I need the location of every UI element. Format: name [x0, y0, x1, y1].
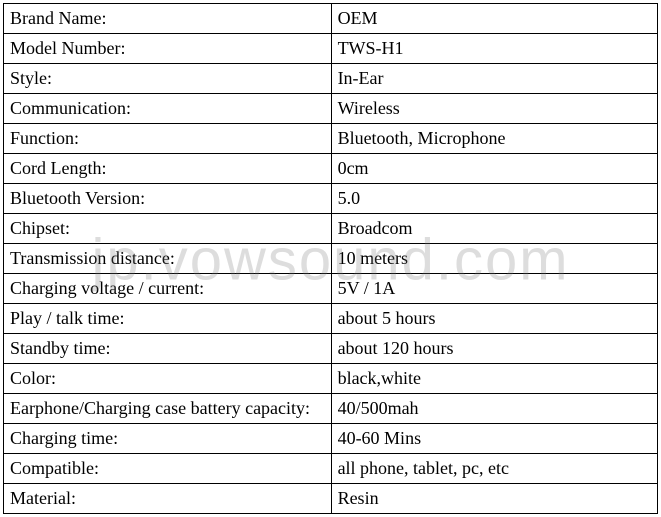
spec-value: about 120 hours [331, 334, 657, 364]
spec-value: about 5 hours [331, 304, 657, 334]
spec-label: Communication: [4, 94, 332, 124]
spec-value: 0cm [331, 154, 657, 184]
spec-label: Bluetooth Version: [4, 184, 332, 214]
spec-value: all phone, tablet, pc, etc [331, 454, 657, 484]
table-row: Charging voltage / current:5V / 1A [4, 274, 658, 304]
spec-label: Color: [4, 364, 332, 394]
spec-value: black,white [331, 364, 657, 394]
table-row: Chipset:Broadcom [4, 214, 658, 244]
table-row: Color:black,white [4, 364, 658, 394]
spec-label: Charging time: [4, 424, 332, 454]
table-row: Function:Bluetooth, Microphone [4, 124, 658, 154]
spec-label: Chipset: [4, 214, 332, 244]
table-row: Play / talk time:about 5 hours [4, 304, 658, 334]
spec-label: Cord Length: [4, 154, 332, 184]
spec-value: Resin [331, 484, 657, 514]
table-row: Standby time:about 120 hours [4, 334, 658, 364]
table-row: Communication:Wireless [4, 94, 658, 124]
spec-value: Bluetooth, Microphone [331, 124, 657, 154]
spec-label: Earphone/Charging case battery capacity: [4, 394, 332, 424]
spec-value: 40/500mah [331, 394, 657, 424]
spec-value: 40-60 Mins [331, 424, 657, 454]
table-row: Compatible:all phone, tablet, pc, etc [4, 454, 658, 484]
spec-value: In-Ear [331, 64, 657, 94]
spec-value: 5V / 1A [331, 274, 657, 304]
table-row: Model Number:TWS-H1 [4, 34, 658, 64]
table-row: Brand Name:OEM [4, 4, 658, 34]
spec-table: Brand Name:OEM Model Number:TWS-H1 Style… [3, 3, 658, 514]
spec-value: 10 meters [331, 244, 657, 274]
spec-value: TWS-H1 [331, 34, 657, 64]
spec-value: 5.0 [331, 184, 657, 214]
spec-label: Compatible: [4, 454, 332, 484]
spec-label: Standby time: [4, 334, 332, 364]
table-row: Transmission distance:10 meters [4, 244, 658, 274]
table-row: Charging time:40-60 Mins [4, 424, 658, 454]
spec-label: Play / talk time: [4, 304, 332, 334]
table-row: Cord Length:0cm [4, 154, 658, 184]
spec-label: Material: [4, 484, 332, 514]
table-row: Bluetooth Version:5.0 [4, 184, 658, 214]
spec-label: Brand Name: [4, 4, 332, 34]
spec-value: Broadcom [331, 214, 657, 244]
spec-label: Model Number: [4, 34, 332, 64]
spec-label: Charging voltage / current: [4, 274, 332, 304]
spec-value: OEM [331, 4, 657, 34]
spec-value: Wireless [331, 94, 657, 124]
table-row: Style:In-Ear [4, 64, 658, 94]
spec-table-body: Brand Name:OEM Model Number:TWS-H1 Style… [4, 4, 658, 514]
spec-label: Function: [4, 124, 332, 154]
spec-label: Transmission distance: [4, 244, 332, 274]
table-row: Earphone/Charging case battery capacity:… [4, 394, 658, 424]
spec-label: Style: [4, 64, 332, 94]
table-row: Material:Resin [4, 484, 658, 514]
